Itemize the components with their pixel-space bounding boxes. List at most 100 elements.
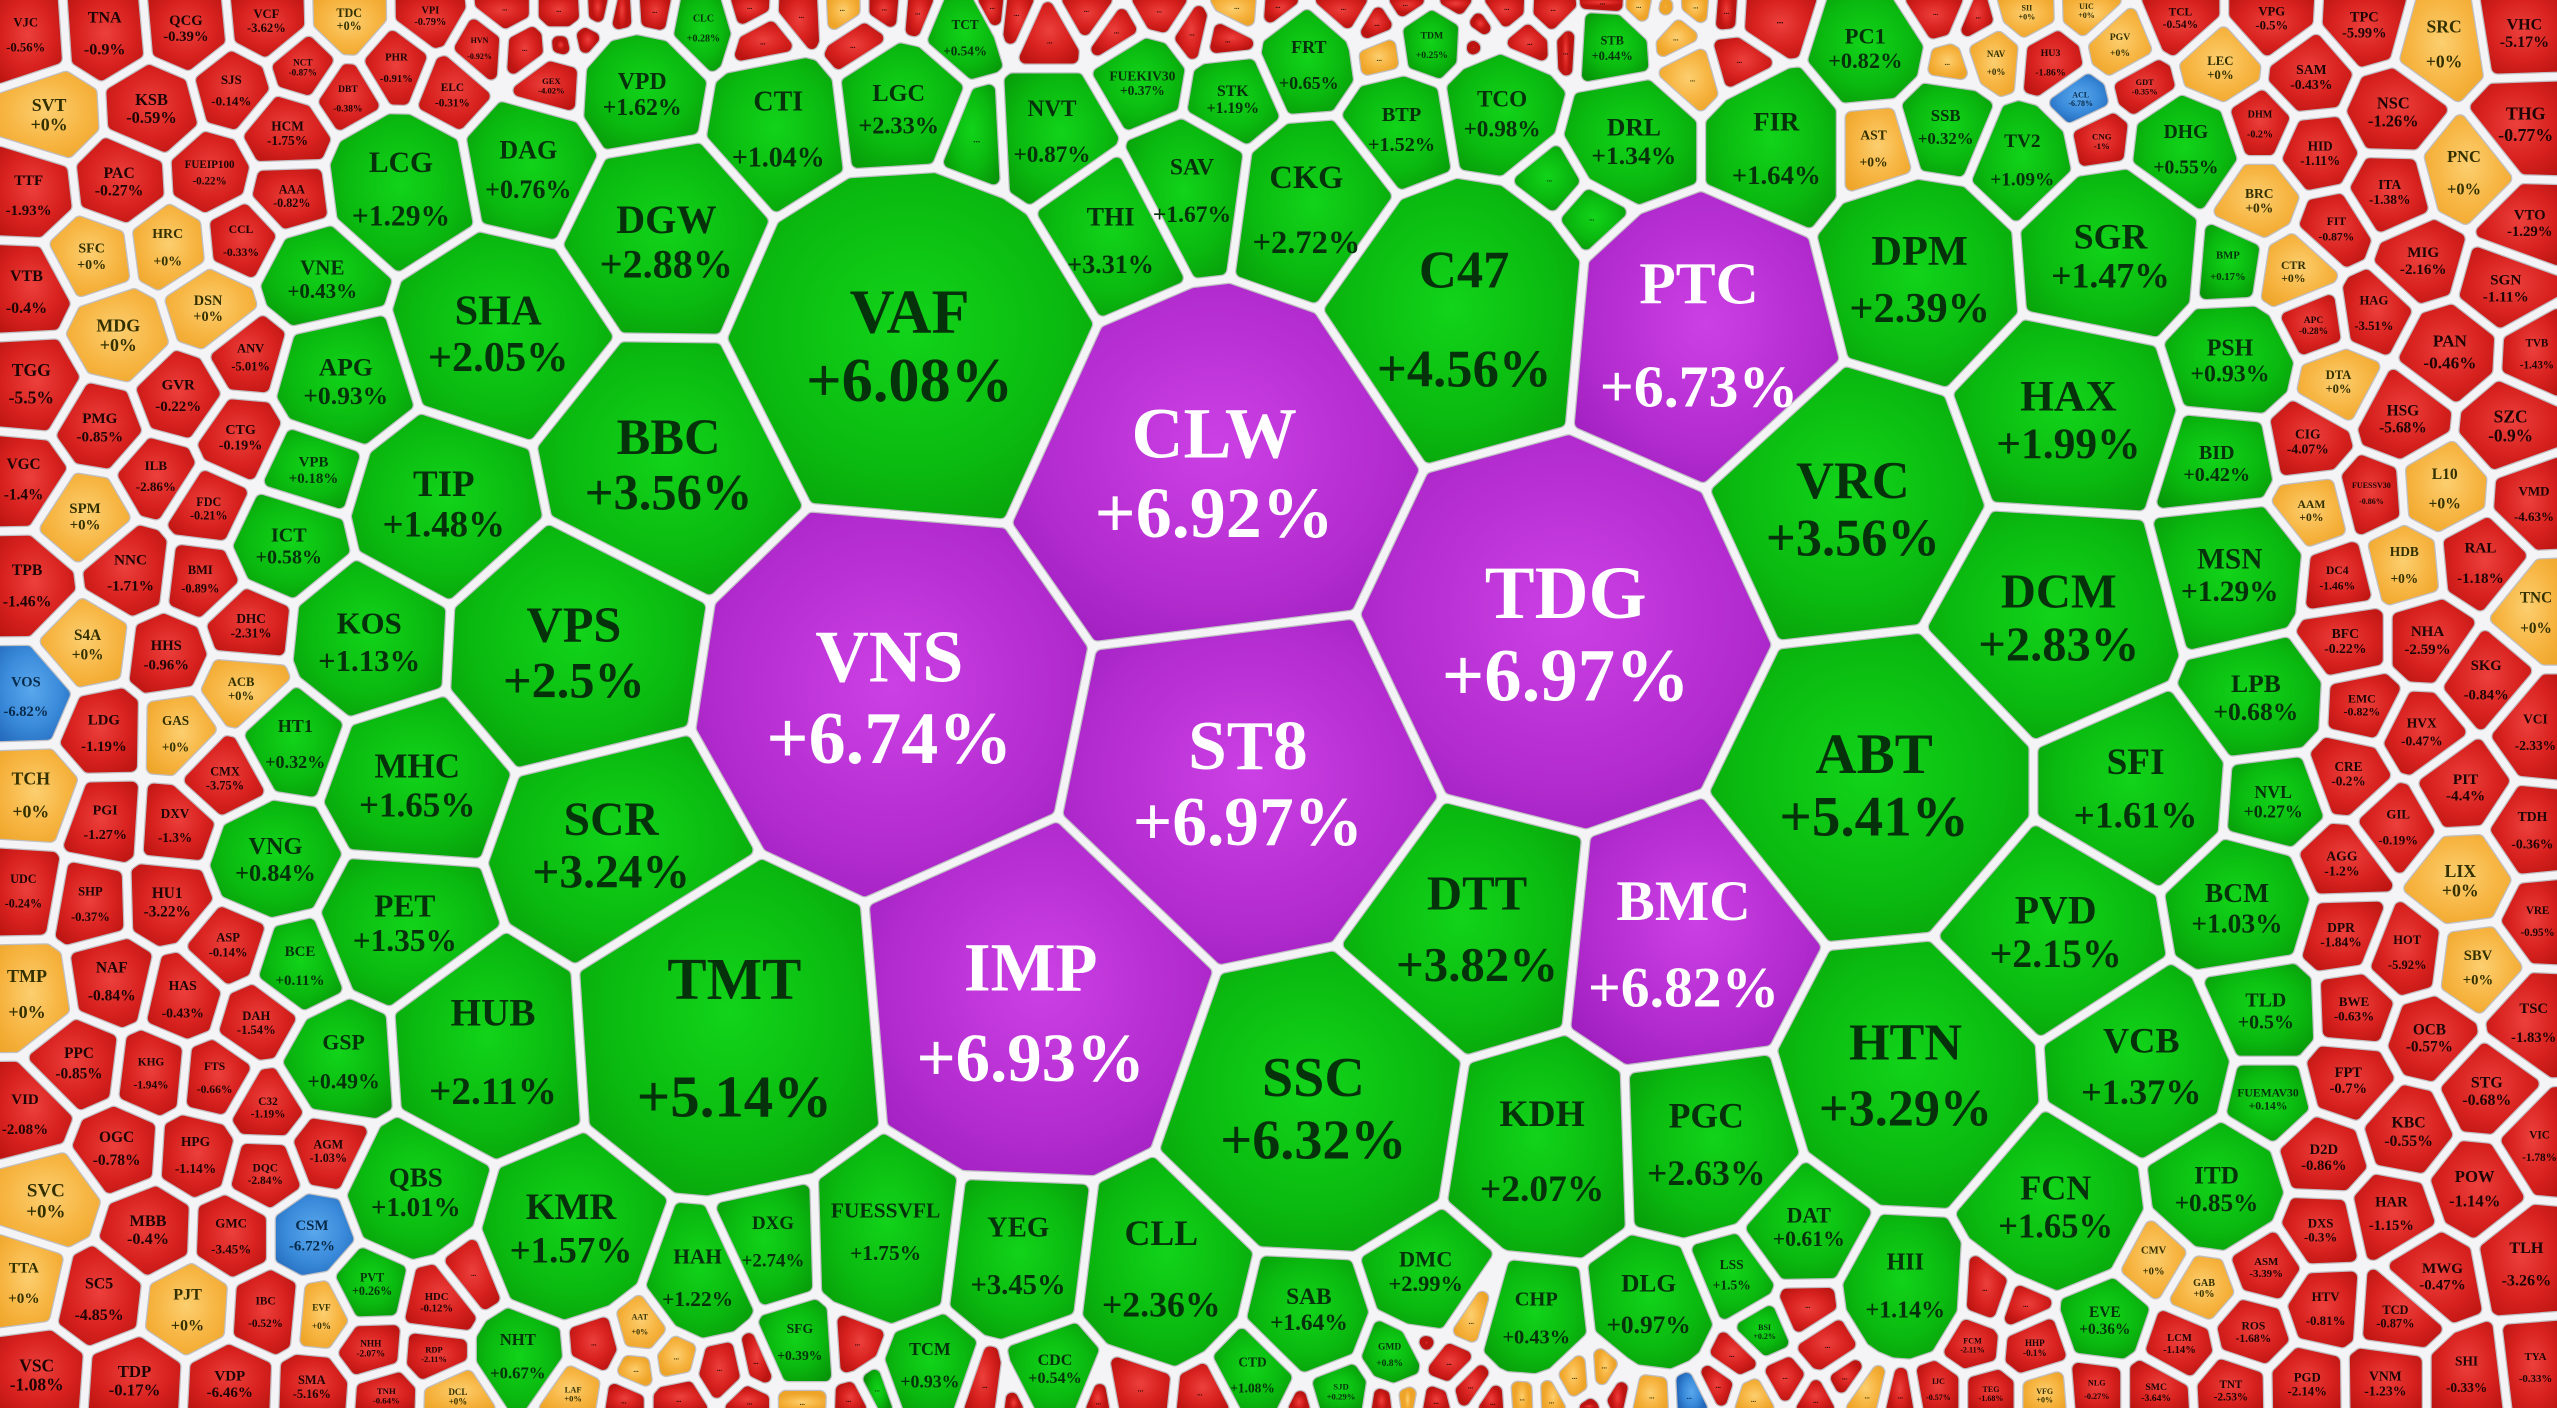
svg-text:FUEKIV30+0.37%: FUEKIV30 +0.37% [1109,68,1175,98]
svg-text:...: ... [973,136,980,146]
svg-text:DXS-0.3%: DXS -0.3% [2304,1217,2337,1245]
svg-text:TDC+0%: TDC +0% [336,6,362,33]
svg-text:GEX-4.02%: GEX -4.02% [538,76,565,95]
svg-text:ILB-2.86%: ILB -2.86% [136,458,176,494]
svg-text:TPC-5.99%: TPC -5.99% [2342,10,2386,42]
svg-text:PSH+0.93%: PSH +0.93% [2190,335,2269,387]
svg-text:NSC-1.26%: NSC -1.26% [2368,94,2419,131]
svg-text:PAN-0.46%: PAN -0.46% [2423,332,2476,373]
svg-text:D2D-0.86%: D2D -0.86% [2301,1142,2346,1174]
svg-text:TCO+0.98%: TCO +0.98% [1464,87,1541,143]
svg-text:GDT-0.35%: GDT -0.35% [2132,78,2158,96]
svg-text:GVR-0.22%: GVR -0.22% [155,378,201,415]
svg-text:HRC+0%: HRC +0% [152,227,183,270]
svg-text:TCD-0.87%: TCD -0.87% [2376,1303,2414,1331]
svg-text:VCF-3.62%: VCF -3.62% [247,7,286,35]
svg-text:VPD+1.62%: VPD +1.62% [603,69,682,121]
svg-text:ELC-0.31%: ELC -0.31% [435,82,470,109]
svg-text:...: ... [1933,9,1939,17]
svg-text:BCE+0.11%: BCE +0.11% [276,944,325,989]
svg-text:DAG+0.76%: DAG +0.76% [485,136,571,204]
svg-text:KSB-0.59%: KSB -0.59% [126,90,177,127]
svg-text:PIT-4.4%: PIT -4.4% [2446,771,2485,805]
svg-text:GSP+0.49%: GSP +0.49% [307,1030,379,1093]
svg-text:AAT+0%: AAT +0% [632,1313,649,1337]
svg-text:...: ... [633,1366,639,1374]
svg-text:UIC+0%: UIC +0% [2078,2,2095,20]
svg-text:CTI+1.04%: CTI +1.04% [732,87,825,174]
svg-text:PGV+0%: PGV +0% [2110,32,2130,59]
svg-text:...: ... [747,1399,753,1407]
svg-text:VTO-1.29%: VTO -1.29% [2507,208,2553,240]
svg-text:SVT+0%: SVT +0% [31,95,68,135]
svg-text:TMT+5.14%: TMT +5.14% [637,947,832,1130]
svg-text:AST+0%: AST +0% [1860,127,1888,169]
svg-text:CMX-3.75%: CMX -3.75% [206,765,244,793]
svg-text:TTF-1.93%: TTF -1.93% [6,173,52,219]
svg-text:VJC-0.56%: VJC -0.56% [6,15,45,54]
svg-text:BBC+3.56%: BBC +3.56% [585,409,753,521]
svg-text:...: ... [674,1354,680,1362]
svg-text:PVD+2.15%: PVD +2.15% [1990,888,2122,976]
svg-text:UDC-0.24%: UDC -0.24% [5,872,42,910]
svg-text:HCM-1.75%: HCM -1.75% [267,119,308,149]
svg-text:LGC+2.33%: LGC +2.33% [858,80,939,139]
svg-text:KBC-0.55%: KBC -0.55% [2384,1115,2433,1150]
svg-text:DCM+2.83%: DCM +2.83% [1978,565,2139,671]
svg-text:DHM-0.2%: DHM -0.2% [2247,110,2273,141]
svg-text:DAT+0.61%: DAT +0.61% [1773,1203,1845,1251]
svg-text:KMR+1.57%: KMR +1.57% [510,1187,633,1272]
svg-text:...: ... [1687,1393,1693,1401]
svg-text:VFG+0%: VFG +0% [2036,1387,2053,1405]
svg-text:HVN-0.92%: HVN -0.92% [467,36,492,61]
svg-text:ASP-0.14%: ASP -0.14% [209,931,248,960]
svg-text:MWG-0.47%: MWG -0.47% [2419,1261,2466,1294]
svg-text:DHG+0.55%: DHG +0.55% [2153,122,2218,178]
svg-text:...: ... [591,1340,597,1348]
svg-text:SHI-0.33%: SHI -0.33% [2446,1353,2487,1395]
svg-text:DCL+0%: DCL +0% [449,1387,468,1407]
svg-text:TMP+0%: TMP +0% [7,966,47,1022]
svg-text:TLD+0.5%: TLD +0.5% [2238,990,2294,1034]
svg-text:TNH-0.64%: TNH -0.64% [373,1386,400,1406]
svg-text:SVC+0%: SVC +0% [26,1181,65,1223]
svg-text:...: ... [1374,20,1380,28]
svg-text:CTD+1.08%: CTD +1.08% [1230,1354,1274,1395]
svg-text:ITA-1.38%: ITA -1.38% [2369,177,2411,207]
svg-text:...: ... [840,5,846,13]
svg-text:NVL+0.27%: NVL +0.27% [2244,782,2303,822]
svg-text:...: ... [1114,28,1120,36]
svg-text:RDP-2.11%: RDP -2.11% [421,1345,447,1364]
svg-text:DGW+2.88%: DGW +2.88% [600,197,733,286]
svg-text:OGC-0.78%: OGC -0.78% [93,1129,141,1169]
svg-text:TLH-3.26%: TLH -3.26% [2502,1240,2552,1289]
svg-text:CCL-0.33%: CCL -0.33% [223,223,259,259]
svg-text:DMC+2.99%: DMC +2.99% [1389,1247,1463,1297]
svg-text:...: ... [1636,2,1642,10]
svg-text:GMD+0.8%: GMD +0.8% [1376,1343,1403,1369]
svg-text:THI+3.31%: THI +3.31% [1067,203,1154,280]
svg-text:BMP+0.17%: BMP +0.17% [2210,250,2245,283]
svg-text:FUESSV30-0.86%: FUESSV30 -0.86% [2352,481,2391,506]
svg-text:PGC+2.63%: PGC +2.63% [1647,1096,1765,1194]
svg-text:L10+0%: L10 +0% [2429,466,2461,513]
svg-text:FUESSVFL+1.75%: FUESSVFL +1.75% [831,1198,940,1265]
svg-text:DHC-2.31%: DHC -2.31% [231,611,272,641]
svg-text:TYA-0.33%: TYA -0.33% [2519,1351,2553,1385]
svg-text:ANV-5.01%: ANV -5.01% [231,341,270,373]
svg-text:ACB+0%: ACB +0% [228,675,255,703]
svg-text:...: ... [1563,49,1569,57]
svg-text:KOS+1.13%: KOS +1.13% [318,606,420,678]
svg-text:...: ... [1724,8,1730,16]
svg-text:HAX+1.99%: HAX +1.99% [1996,372,2140,468]
svg-text:VHC-5.17%: VHC -5.17% [2500,16,2549,51]
svg-text:...: ... [1377,55,1383,63]
svg-text:HTN+3.29%: HTN +3.29% [1819,1014,1992,1138]
svg-text:FIT-0.87%: FIT -0.87% [2319,215,2355,243]
svg-text:HAG-3.51%: HAG -3.51% [2354,293,2393,332]
svg-text:DLG+0.97%: DLG +0.97% [1606,1270,1690,1339]
svg-text:EVF+0%: EVF +0% [312,1303,331,1331]
svg-text:TTA+0%: TTA +0% [8,1260,39,1307]
svg-text:YEG+3.45%: YEG +3.45% [970,1211,1065,1300]
svg-text:DSN+0%: DSN +0% [193,293,223,325]
